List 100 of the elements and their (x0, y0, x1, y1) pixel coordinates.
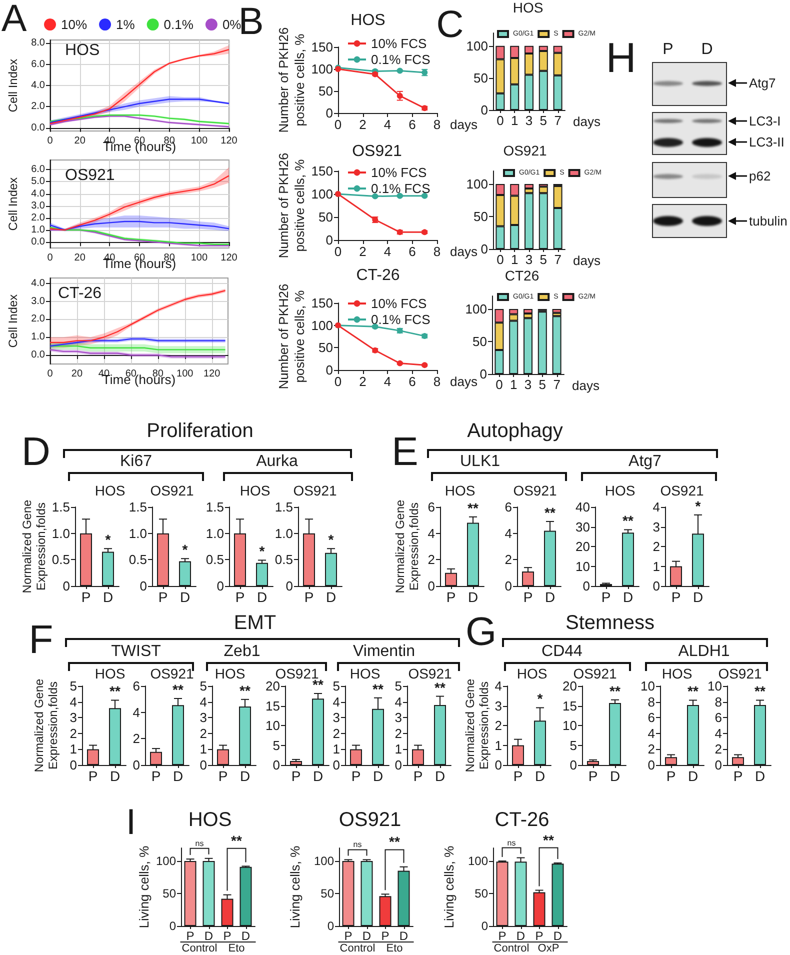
x-tick-label: D (610, 768, 620, 784)
text: Control (182, 942, 218, 954)
legend-label: 10% FCS (371, 296, 427, 311)
y-tick-label: 1.5 (128, 500, 147, 514)
y-axis-title: Number of PKH26 positive cells, % (276, 27, 307, 133)
y-axis-title: Normalized Gene Expression,folds (462, 678, 491, 772)
y-tick-label: 2 (70, 726, 77, 741)
chart-title: HOS (65, 42, 100, 59)
text: Stemness (566, 612, 654, 634)
annotation: * (182, 542, 188, 558)
x-tick-label: 2 (359, 244, 366, 259)
x-tick-label: 5 (540, 113, 548, 128)
chart-title: HOS (350, 12, 386, 29)
x-tick-label: 4 (384, 374, 392, 389)
y-tick-label: 5 (332, 678, 340, 694)
text: LC3-II (749, 134, 784, 150)
chart-title: HOS (350, 666, 380, 682)
x-tick-label: 7 (553, 377, 560, 392)
y-tick-label: 3 (200, 710, 207, 726)
x-tick-label: P (671, 589, 681, 605)
y-tick-label: 100 (466, 38, 488, 54)
y-tick-label: 3.0 (31, 200, 46, 212)
y-tick-label: 2.0 (31, 212, 46, 224)
y-tick-label: 100 (314, 854, 334, 868)
y-tick-label: 0.5 (128, 552, 147, 568)
y-tick-label: 0 (494, 758, 502, 772)
y-tick-label: 5 (570, 738, 577, 753)
chart-title: HOS (512, 0, 544, 16)
x-tick-label: P (535, 929, 544, 943)
y-tick-label: 15 (266, 698, 280, 714)
x-axis-title: days (572, 378, 600, 393)
y-tick-label: 3 (332, 710, 340, 726)
chart-title: OS921 (293, 482, 338, 499)
y-tick-label: 2 (200, 726, 207, 741)
text: H (606, 34, 636, 81)
text: Control (340, 942, 376, 954)
y-tick-label: 100 (311, 62, 333, 76)
y-tick-label: 100 (156, 854, 176, 868)
y-tick-label: 0 (169, 919, 176, 933)
y-tick-label: 6 (648, 710, 655, 726)
y-tick-label: 3 (652, 519, 660, 534)
text: D (22, 430, 50, 474)
x-tick-label: P (733, 768, 743, 784)
chart-title: HOS (214, 666, 246, 682)
y-axis-title: Number of PKH26 positive cells, % (276, 152, 307, 258)
chart-title: OS921 (150, 482, 194, 499)
text: I (126, 801, 136, 842)
annotation: ** (688, 683, 699, 700)
x-tick-label: 6 (408, 374, 416, 389)
point (396, 360, 403, 366)
legend-label: 10% FCS (371, 36, 427, 51)
point (396, 192, 403, 199)
chart-title: CT-26 (494, 809, 550, 831)
x-tick-label: 120 (220, 252, 238, 264)
x-tick-label: D (372, 768, 384, 784)
text: ns (195, 838, 204, 848)
y-tick-label: 4 (200, 694, 207, 710)
x-tick-label: D (434, 768, 446, 784)
chart-title: HOS (444, 482, 476, 499)
annotation: ** (622, 512, 634, 529)
x-tick-label: 2 (359, 117, 366, 132)
x-tick-label: P (151, 768, 161, 784)
chart-title: HOS (94, 666, 126, 682)
legend-label: 0.1% FCS (371, 181, 431, 196)
legend-label: 10% FCS (371, 165, 427, 180)
x-tick-label: 3 (524, 377, 532, 392)
text: Atg7 (628, 453, 662, 470)
x-tick-label: P (666, 768, 676, 784)
y-tick-label: 1 (332, 742, 340, 757)
y-tick-label: 100 (468, 854, 488, 868)
y-tick-label: 50 (318, 84, 333, 98)
x-tick-label: D (326, 589, 336, 605)
y-axis-title: Cell Index (6, 177, 20, 231)
text: ULK1 (460, 453, 500, 470)
y-tick-label: 4 (494, 678, 502, 694)
y-tick-label: 4 (394, 694, 402, 710)
y-tick-label: 2 (394, 726, 402, 741)
y-tick-label: 1.5 (274, 500, 293, 514)
y-tick-label: 2 (504, 552, 512, 568)
y-tick-label: 15 (562, 698, 577, 714)
y-tick-label: 2 (428, 552, 435, 568)
y-tick-label: 2.0 (31, 314, 46, 325)
y-tick-label: 1 (652, 558, 660, 574)
y-tick-label: 4.0 (31, 80, 46, 91)
y-tick-label: 50 (162, 886, 176, 900)
y-tick-label: 6 (714, 710, 722, 726)
text: p62 (749, 168, 771, 184)
y-tick-label: 0 (648, 758, 655, 772)
y-tick-label: 10 (562, 718, 577, 733)
y-tick-label: 0 (140, 578, 147, 594)
y-tick-label: 5 (394, 678, 402, 694)
x-tick-label: P (88, 768, 98, 784)
y-tick-label: 0.5 (52, 552, 70, 568)
legend-label: 0.1% FCS (371, 312, 431, 327)
x-tick-label: P (186, 929, 194, 943)
y-tick-label: 1 (394, 742, 402, 757)
y-tick-label: 0 (62, 578, 70, 594)
y-tick-label: 50 (474, 70, 488, 86)
x-tick-label: D (172, 768, 184, 784)
x-tick-label: P (235, 589, 245, 605)
